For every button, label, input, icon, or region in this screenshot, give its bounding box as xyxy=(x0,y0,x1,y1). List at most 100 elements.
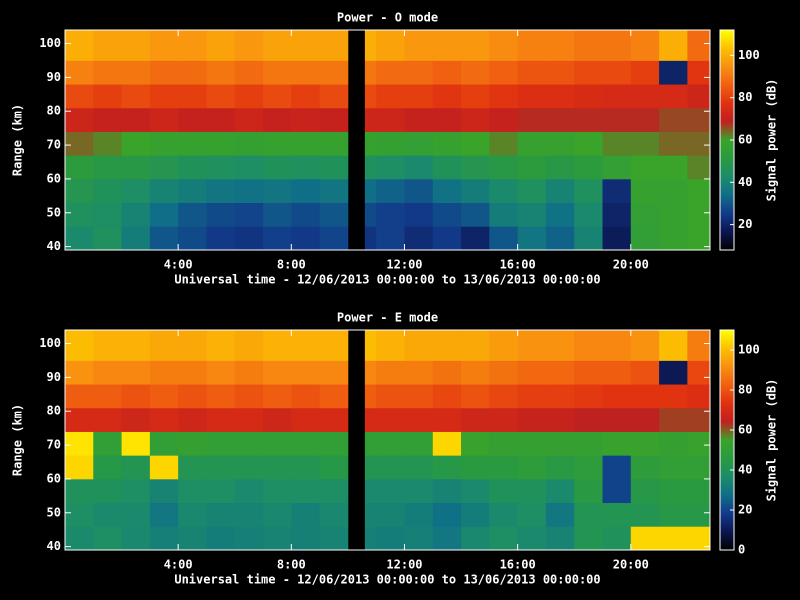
heat-cell xyxy=(291,455,321,480)
heat-cell xyxy=(404,131,434,156)
heat-cell xyxy=(376,384,405,409)
heat-cell xyxy=(659,155,688,180)
heat-cell xyxy=(602,407,632,432)
heat-cell xyxy=(461,178,490,204)
heat-cell xyxy=(263,407,292,432)
heat-cell xyxy=(602,526,632,551)
heat-cell xyxy=(545,178,575,204)
heat-cell xyxy=(404,84,434,109)
colorbar-tick-label: 100 xyxy=(738,343,760,357)
heat-cell xyxy=(376,226,405,251)
heat-cell xyxy=(65,84,94,109)
heat-cell xyxy=(263,30,292,61)
chart-title: Power - E mode xyxy=(337,311,438,325)
heat-cell xyxy=(432,226,462,251)
heat-cell xyxy=(461,60,490,85)
colorbar-tick-label: 100 xyxy=(738,48,760,62)
heat-cell xyxy=(234,455,264,480)
heat-cell xyxy=(65,384,94,409)
heat-cell xyxy=(432,455,462,480)
heat-cell xyxy=(149,478,179,504)
heat-cell xyxy=(461,502,490,527)
heat-cell xyxy=(376,330,405,361)
heat-cell xyxy=(489,107,519,132)
heat-cell xyxy=(630,202,660,227)
heat-cell xyxy=(574,107,603,132)
heat-cell xyxy=(545,384,575,409)
heat-cell xyxy=(263,478,292,504)
heat-cell xyxy=(574,526,603,551)
heat-cell xyxy=(65,202,94,227)
heat-cell xyxy=(263,60,292,85)
heat-cell xyxy=(121,360,151,385)
heat-cell xyxy=(630,178,660,204)
heat-cell xyxy=(319,360,349,385)
heat-cell xyxy=(291,107,321,132)
x-tick-label: 12:00 xyxy=(386,258,422,272)
heat-cell xyxy=(659,407,688,432)
heat-cell xyxy=(517,455,547,480)
heat-cell xyxy=(93,330,122,361)
heat-cell xyxy=(489,330,519,361)
heat-cell xyxy=(206,178,236,204)
heat-cell xyxy=(489,84,519,109)
heat-cell xyxy=(376,502,405,527)
heat-cell xyxy=(545,226,575,251)
heat-cell xyxy=(461,107,490,132)
heat-cell xyxy=(630,107,660,132)
heat-cell xyxy=(489,478,519,504)
heat-cell xyxy=(602,502,632,527)
heat-cell xyxy=(149,84,179,109)
heat-cell xyxy=(517,84,547,109)
heat-cell xyxy=(121,455,151,480)
heat-cell xyxy=(234,107,264,132)
heat-cell xyxy=(364,431,377,456)
heat-cell xyxy=(291,360,321,385)
heat-cell xyxy=(432,30,462,61)
colorbar-tick-label: 0 xyxy=(738,543,745,557)
heat-cell xyxy=(263,226,292,251)
heat-cell xyxy=(404,384,434,409)
y-tick-label: 80 xyxy=(47,104,61,118)
heat-cell xyxy=(432,526,462,551)
heat-cell xyxy=(149,226,179,251)
heat-cell xyxy=(659,178,688,204)
heat-cell xyxy=(517,431,547,456)
heat-cell xyxy=(121,30,151,61)
heat-cell xyxy=(364,226,377,251)
heat-cell xyxy=(545,431,575,456)
heat-cell xyxy=(291,131,321,156)
heat-cell xyxy=(149,384,179,409)
heat-cell xyxy=(206,502,236,527)
heat-cell xyxy=(376,107,405,132)
heat-cell xyxy=(178,202,207,227)
heat-cell xyxy=(319,226,349,251)
heat-cell xyxy=(630,330,660,361)
heat-cell xyxy=(234,384,264,409)
heat-cell xyxy=(630,226,660,251)
heat-cell xyxy=(630,455,660,480)
x-axis-label: Universal time - 12/06/2013 00:00:00 to … xyxy=(174,573,600,587)
heat-cell xyxy=(319,131,349,156)
heat-cell xyxy=(364,131,377,156)
heat-cell xyxy=(206,384,236,409)
heat-cell xyxy=(149,360,179,385)
heat-cell xyxy=(291,384,321,409)
heat-cell xyxy=(364,178,377,204)
y-tick-label: 40 xyxy=(47,539,61,553)
colorbar-tick-label: 60 xyxy=(738,133,752,147)
heat-cell xyxy=(178,502,207,527)
heat-cell xyxy=(376,84,405,109)
heat-cell xyxy=(65,407,94,432)
heat-cell xyxy=(404,330,434,361)
heat-cell xyxy=(234,84,264,109)
heat-cell xyxy=(291,431,321,456)
heat-cell xyxy=(376,478,405,504)
heat-cell xyxy=(319,407,349,432)
heat-cell xyxy=(687,107,711,132)
heat-cell xyxy=(574,360,603,385)
heat-cell xyxy=(364,30,377,61)
heat-cell xyxy=(489,526,519,551)
heat-cell xyxy=(364,330,377,361)
heat-cell xyxy=(263,107,292,132)
